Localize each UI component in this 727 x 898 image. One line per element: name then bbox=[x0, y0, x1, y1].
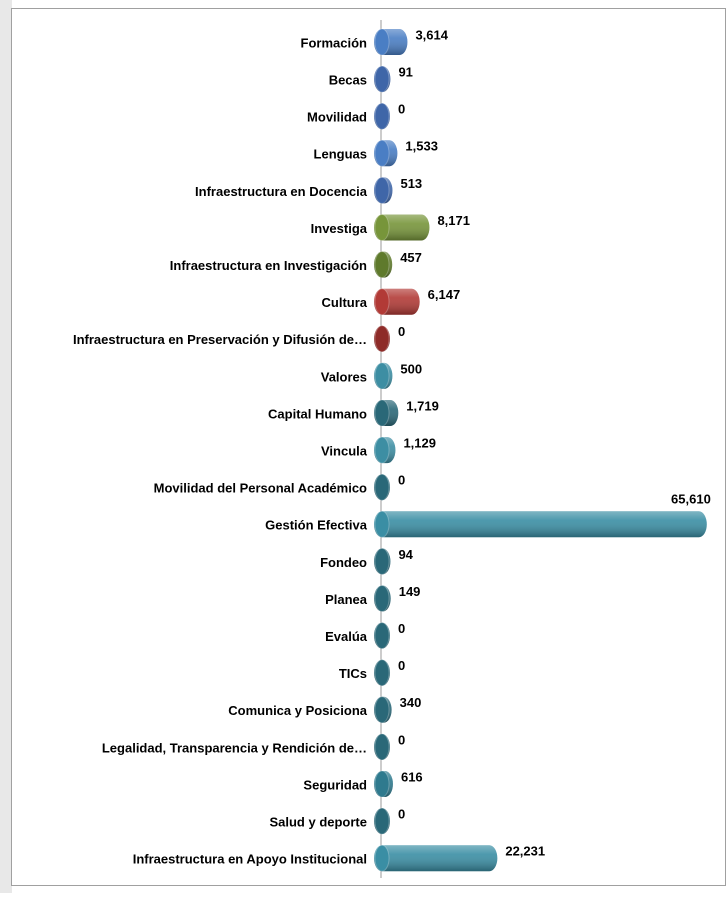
value-label: 340 bbox=[400, 695, 422, 710]
category-label: Formación bbox=[301, 35, 368, 50]
value-label: 0 bbox=[398, 658, 405, 673]
category-label: Lenguas bbox=[314, 147, 367, 162]
bar-cap bbox=[374, 510, 390, 538]
chart-frame bbox=[11, 8, 726, 886]
category-label: Valores bbox=[321, 369, 367, 384]
value-label: 0 bbox=[398, 102, 405, 117]
value-label: 513 bbox=[400, 176, 422, 191]
value-label: 22,231 bbox=[505, 844, 545, 859]
category-label: Legalidad, Transparencia y Rendición de… bbox=[102, 740, 367, 755]
bar-cap bbox=[374, 622, 390, 650]
bar-shade bbox=[374, 845, 498, 872]
category-label: Vincula bbox=[321, 444, 368, 459]
category-label: Fondeo bbox=[320, 555, 367, 570]
category-label: Infraestructura en Apoyo Institucional bbox=[133, 852, 367, 867]
value-label: 0 bbox=[398, 621, 405, 636]
bar-cap bbox=[374, 844, 390, 872]
category-label: Comunica y Posiciona bbox=[228, 703, 367, 718]
bar-cap bbox=[374, 288, 390, 316]
bar-cap bbox=[374, 807, 390, 835]
value-label: 1,533 bbox=[405, 139, 438, 154]
bar-cap bbox=[374, 325, 390, 353]
category-label: Becas bbox=[329, 73, 367, 88]
bar-cap bbox=[374, 176, 390, 204]
bar-cap bbox=[374, 696, 390, 724]
value-label: 616 bbox=[401, 769, 423, 784]
category-label: Seguridad bbox=[303, 777, 367, 792]
bar-cap bbox=[374, 362, 390, 390]
value-label: 3,614 bbox=[415, 27, 448, 42]
bar-shade bbox=[374, 511, 707, 538]
sheet-strip bbox=[0, 0, 12, 893]
value-label: 500 bbox=[400, 361, 422, 376]
bar-cap bbox=[374, 473, 390, 501]
category-label: Salud y deporte bbox=[269, 815, 367, 830]
bar-cap bbox=[374, 733, 390, 761]
category-label: Cultura bbox=[322, 295, 368, 310]
value-label: 1,719 bbox=[406, 398, 439, 413]
category-label: Infraestructura en Investigación bbox=[170, 258, 367, 273]
bar-cap bbox=[374, 770, 390, 798]
bar-cap bbox=[374, 659, 390, 687]
category-label: Gestión Efectiva bbox=[265, 518, 368, 533]
category-label: Evalúa bbox=[325, 629, 368, 644]
bar-cap bbox=[374, 251, 390, 279]
value-label: 0 bbox=[398, 732, 405, 747]
bar-cap bbox=[374, 102, 390, 130]
value-label: 0 bbox=[398, 473, 405, 488]
bar-cap bbox=[374, 214, 390, 241]
value-label: 149 bbox=[399, 584, 421, 599]
category-label: Capital Humano bbox=[268, 406, 367, 421]
value-label: 91 bbox=[398, 65, 412, 80]
value-label: 1,129 bbox=[403, 436, 436, 451]
category-label: Infraestructura en Docencia bbox=[195, 184, 368, 199]
category-label: Movilidad del Personal Académico bbox=[154, 481, 367, 496]
value-label: 0 bbox=[398, 324, 405, 339]
value-label: 8,171 bbox=[437, 213, 470, 228]
category-label: Movilidad bbox=[307, 110, 367, 125]
category-label: Investiga bbox=[311, 221, 368, 236]
category-label: Planea bbox=[325, 592, 368, 607]
value-label: 94 bbox=[398, 547, 413, 562]
category-label: TICs bbox=[339, 666, 367, 681]
bar-cap bbox=[374, 585, 390, 612]
bar-cap bbox=[374, 28, 390, 56]
bar-cap bbox=[374, 65, 390, 93]
value-label: 6,147 bbox=[428, 287, 461, 302]
bar-cap bbox=[374, 436, 390, 464]
value-label: 457 bbox=[400, 250, 422, 265]
bar-cap bbox=[374, 399, 390, 427]
bar-cap bbox=[374, 139, 390, 167]
category-label: Infraestructura en Preservación y Difusi… bbox=[73, 332, 367, 347]
value-label: 0 bbox=[398, 807, 405, 822]
bar-cap bbox=[374, 547, 390, 575]
value-label: 65,610 bbox=[671, 492, 711, 507]
